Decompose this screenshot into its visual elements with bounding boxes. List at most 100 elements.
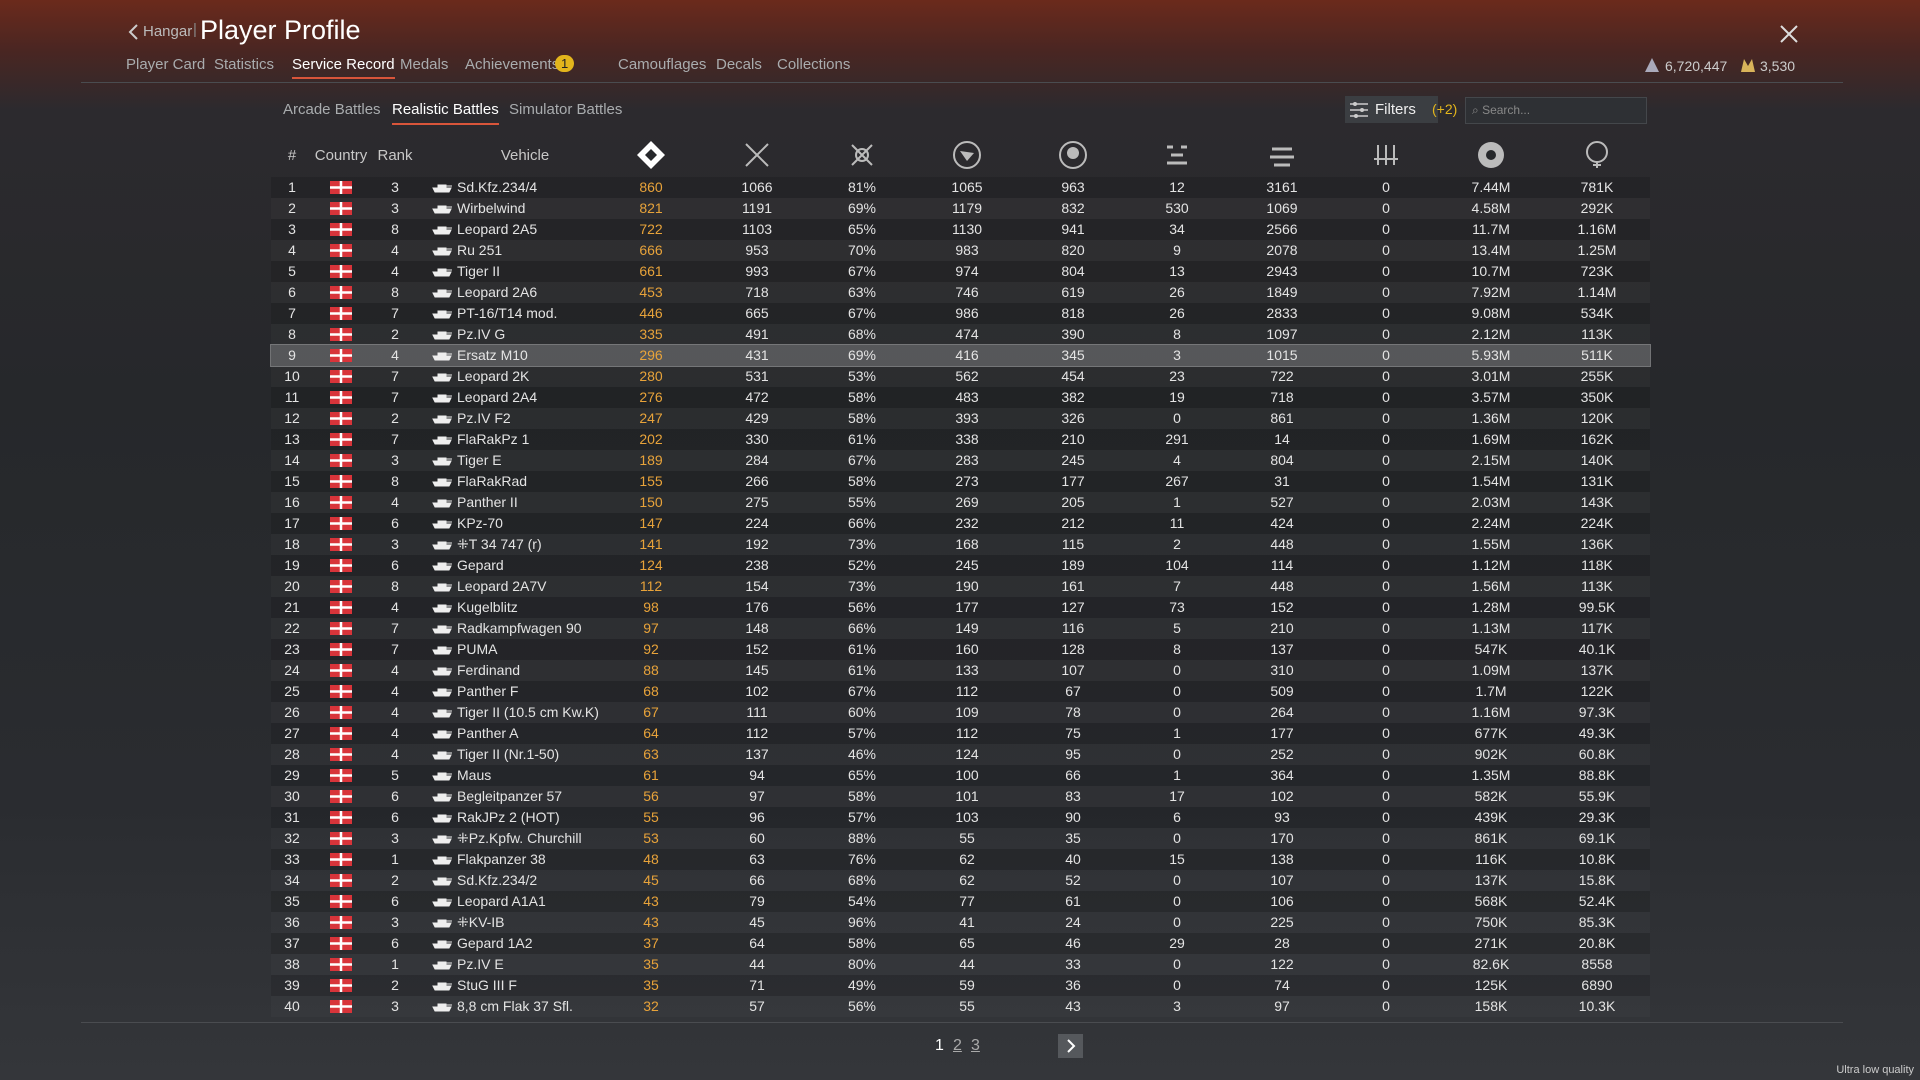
table-row[interactable]: 21 4 Kugelblitz 98 176 56% 177 127 73 152 0 1.28M 99… [271, 597, 1650, 618]
nav-tab[interactable]: Service Record [292, 56, 395, 79]
table-row[interactable]: 4 4 Ru 251 666 953 70% 983 820 9 2078 0 13.4M 1.25M [271, 240, 1650, 261]
back-link[interactable]: Hangar [143, 23, 193, 40]
table-row[interactable]: 40 3 8,8 cm Flak 37 Sfl. 32 57 56% 55 43 3 97 0 158… [271, 996, 1650, 1017]
table-row[interactable]: 9 4 Ersatz M10 296 431 69% 416 345 3 1015 0 5.93M 51… [270, 344, 1651, 367]
column-icon[interactable] [741, 139, 773, 171]
stat-value: 12 [1169, 179, 1185, 195]
stat-value: 0 [1382, 473, 1390, 489]
vehicle-icon [432, 688, 452, 697]
stat-value: 232 [955, 515, 979, 531]
vehicle-name: PUMA [457, 641, 498, 657]
stat-value: 192 [745, 536, 769, 552]
table-row[interactable]: 35 6 Leopard A1A1 43 79 54% 77 61 0 106 0 568K 52.4K [271, 891, 1650, 912]
column-icon[interactable] [846, 139, 878, 171]
table-row[interactable]: 8 2 Pz.IV G 335 491 68% 474 390 8 1097 0 2.12M 113K [271, 324, 1650, 345]
table-row[interactable]: 19 6 Gepard 124 238 52% 245 189 104 114 0 1.12M 118K [271, 555, 1650, 576]
country-flag [330, 664, 352, 677]
table-row[interactable]: 5 4 Tiger II 661 993 67% 974 804 13 2943 0 10.7M 723… [271, 261, 1650, 282]
nav-tab[interactable]: Achievements [465, 56, 560, 73]
stat-value: 66% [847, 515, 877, 531]
table-row[interactable]: 16 4 Panther II 150 275 55% 269 205 1 527 0 2.03M 14… [271, 492, 1650, 513]
table-row[interactable]: 24 4 Ferdinand 88 145 61% 133 107 0 310 0 1.09M 137K [271, 660, 1650, 681]
nav-tab[interactable]: Decals [716, 56, 762, 73]
nav-tab[interactable]: Collections [777, 56, 851, 73]
stat-value: 0 [1382, 599, 1390, 615]
nav-tab[interactable]: Medals [400, 56, 449, 73]
page-number[interactable]: 3 [971, 1037, 980, 1054]
page-number[interactable]: 2 [953, 1037, 962, 1054]
stat-value: 619 [1061, 284, 1085, 300]
page-number[interactable]: 1 [935, 1037, 944, 1054]
column-icon[interactable] [1266, 139, 1298, 171]
table-row[interactable]: 12 2 Pz.IV F2 247 429 58% 393 326 0 861 0 1.36M 120K [271, 408, 1650, 429]
battle-tab[interactable]: Realistic Battles [392, 101, 499, 125]
table-row[interactable]: 3 8 Leopard 2A5 722 1103 65% 1130 941 34 2566 0 11.… [271, 219, 1650, 240]
nav-tab[interactable]: Player Card [126, 56, 206, 73]
stat-value: 158K [1474, 998, 1508, 1014]
table-row[interactable]: 18 3 ⁜T 34 747 (r) 141 192 73% 168 115 2 448 0 1.55… [271, 534, 1650, 555]
stat-value: 68 [643, 683, 659, 699]
table-row[interactable]: 36 3 ⁜KV-IB 43 45 96% 41 24 0 225 0 750K 85.3K [271, 912, 1650, 933]
column-icon[interactable] [1370, 139, 1402, 171]
table-row[interactable]: 11 7 Leopard 2A4 276 472 58% 483 382 19 718 0 3.57M… [271, 387, 1650, 408]
country-flag [330, 454, 352, 467]
table-row[interactable]: 13 7 FlaRakPz 1 202 330 61% 338 210 291 14 0 1.69M 1… [271, 429, 1650, 450]
stat-value: 70% [847, 242, 877, 258]
stat-value: 0 [1382, 536, 1390, 552]
battle-tab[interactable]: Simulator Battles [509, 101, 623, 118]
stat-value: 148 [745, 620, 769, 636]
table-row[interactable]: 39 2 StuG III F 35 71 49% 59 36 0 74 0 125K 6890 [271, 975, 1650, 996]
table-row[interactable]: 6 8 Leopard 2A6 453 718 63% 746 619 26 1849 0 7.92M… [271, 282, 1650, 303]
table-row[interactable]: 37 6 Gepard 1A2 37 64 58% 65 46 29 28 0 271K 20.8K [271, 933, 1650, 954]
table-row[interactable]: 27 4 Panther A 64 112 57% 112 75 1 177 0 677K 49.3K [271, 723, 1650, 744]
table-row[interactable]: 1 3 Sd.Kfz.234/4 860 1066 81% 1065 963 12 3161 0 7.… [271, 177, 1650, 198]
table-row[interactable]: 29 5 Maus 61 94 65% 100 66 1 364 0 1.35M 88.8K [271, 765, 1650, 786]
column-icon[interactable] [1475, 139, 1507, 171]
vehicle-icon [432, 499, 452, 508]
table-row[interactable]: 34 2 Sd.Kfz.234/2 45 66 68% 62 52 0 107 0 137K 15.8K [271, 870, 1650, 891]
table-row[interactable]: 20 8 Leopard 2A7V 112 154 73% 190 161 7 448 0 1.56M… [271, 576, 1650, 597]
table-row[interactable]: 30 6 Begleitpanzer 57 56 97 58% 101 83 17 102 0 582… [271, 786, 1650, 807]
table-row[interactable]: 17 6 KPz-70 147 224 66% 232 212 11 424 0 2.24M 224K [271, 513, 1650, 534]
vehicle-icon [432, 394, 452, 403]
column-icon[interactable] [951, 139, 983, 171]
table-row[interactable]: 33 1 Flakpanzer 38 48 63 76% 62 40 15 138 0 116K 10.… [271, 849, 1650, 870]
stat-value: 210 [1061, 431, 1085, 447]
table-row[interactable]: 7 7 PT-16/T14 mod. 446 665 67% 986 818 26 2833 0 9.… [271, 303, 1650, 324]
stat-value: 283 [955, 452, 979, 468]
stat-value: 36 [1065, 977, 1081, 993]
stat-value: 3.57M [1471, 389, 1511, 405]
table-row[interactable]: 15 8 FlaRakRad 155 266 58% 273 177 267 31 0 1.54M 13… [271, 471, 1650, 492]
table-row[interactable]: 32 3 ⁜Pz.Kpfw. Churchill 53 60 88% 55 35 0 170 0 86… [271, 828, 1650, 849]
back-arrow[interactable] [126, 23, 140, 41]
nav-tab[interactable]: Statistics [214, 56, 275, 73]
column-icon[interactable] [635, 139, 667, 171]
table-row[interactable]: 14 3 Tiger E 189 284 67% 283 245 4 804 0 2.15M 140K [271, 450, 1650, 471]
battle-tab[interactable]: Arcade Battles [283, 101, 381, 118]
close-button[interactable] [1779, 24, 1799, 44]
column-icon[interactable] [1057, 139, 1089, 171]
table-row[interactable]: 23 7 PUMA 92 152 61% 160 128 8 137 0 547K 40.1K [271, 639, 1650, 660]
stat-value: 271K [1474, 935, 1508, 951]
search-box[interactable]: ⌕ Search... [1465, 97, 1647, 124]
table-row[interactable]: 25 4 Panther F 68 102 67% 112 67 0 509 0 1.7M 122K [271, 681, 1650, 702]
next-page[interactable] [1058, 1034, 1083, 1058]
table-row[interactable]: 10 7 Leopard 2K 280 531 53% 562 454 23 722 0 3.01M 2… [271, 366, 1650, 387]
table-row[interactable]: 26 4 Tiger II (10.5 cm Kw.K) 67 111 60% 109 78 0… [271, 702, 1650, 723]
column-icon[interactable] [1581, 139, 1613, 171]
table-row[interactable]: 31 6 RakJPz 2 (HOT) 55 96 57% 103 90 6 93 0 439K 29.… [271, 807, 1650, 828]
stat-value: 2.12M [1471, 326, 1511, 342]
filters-button[interactable]: Filters [1345, 96, 1438, 123]
stat-value: 35 [643, 977, 659, 993]
table-row[interactable]: 2 3 Wirbelwind 821 1191 69% 1179 832 530 1069 0 4.5… [271, 198, 1650, 219]
table-row[interactable]: 22 7 Radkampfwagen 90 97 148 66% 149 116 5 210 0 1.… [271, 618, 1650, 639]
country-flag [330, 265, 352, 278]
stat-value: 128 [1061, 641, 1085, 657]
nav-tab[interactable]: Camouflages [618, 56, 707, 73]
stat-value: 69% [847, 347, 877, 363]
column-icon[interactable] [1161, 139, 1193, 171]
stat-value: 448 [1270, 536, 1294, 552]
table-row[interactable]: 38 1 Pz.IV E 35 44 80% 44 33 0 122 0 82.6K 8558 [271, 954, 1650, 975]
gold-icon [1741, 59, 1755, 72]
table-row[interactable]: 28 4 Tiger II (Nr.1-50) 63 137 46% 124 95 0 252 0 9… [271, 744, 1650, 765]
